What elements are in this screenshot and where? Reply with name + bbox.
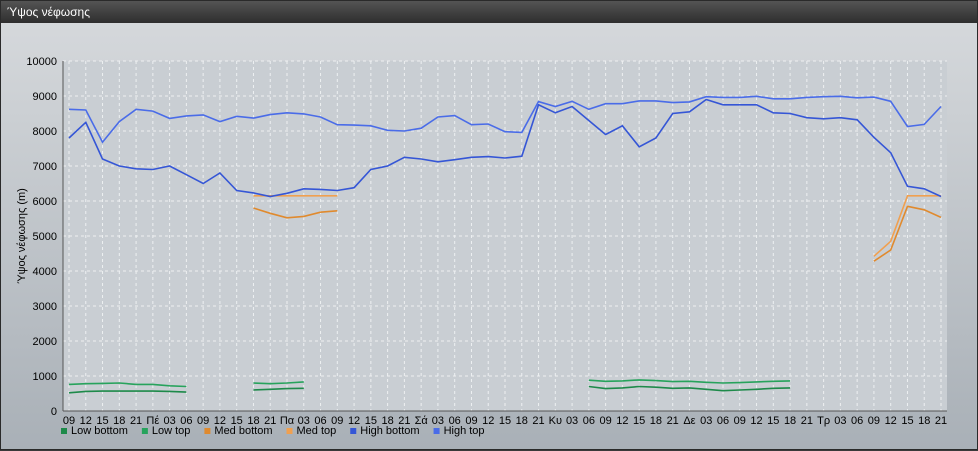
x-tick-label: 12 — [214, 415, 226, 427]
x-tick-label: 21 — [667, 415, 679, 427]
y-tick-label: 1000 — [33, 371, 57, 383]
x-tick-label: 06 — [314, 415, 326, 427]
x-tick-label: 12 — [616, 415, 628, 427]
series-line-low-bottom — [588, 385, 791, 392]
x-tick-label: 15 — [633, 415, 645, 427]
x-tick-label: 09 — [599, 415, 611, 427]
x-tick-label: 15 — [499, 415, 511, 427]
y-tick-label: 7000 — [33, 161, 57, 173]
x-tick-label: 18 — [784, 415, 796, 427]
x-tick-label: 03 — [432, 415, 444, 427]
x-tick-label: 09 — [868, 415, 880, 427]
legend-label: High bottom — [360, 425, 419, 437]
x-tick-label: 15 — [365, 415, 377, 427]
x-tick-label: 09 — [331, 415, 343, 427]
y-tick-label: 10000 — [26, 56, 57, 68]
x-tick-label: 21 — [935, 415, 947, 427]
x-tick-label: 21 — [532, 415, 544, 427]
legend-swatch — [141, 428, 148, 434]
y-axis-label: Ύψος νέφωσης (m) — [16, 188, 28, 284]
x-tick-label: 18 — [918, 415, 930, 427]
x-tick-label: 03 — [566, 415, 578, 427]
x-tick-label: Σά — [415, 415, 429, 427]
series-line-med-bottom — [253, 207, 338, 219]
x-tick-label: 12 — [750, 415, 762, 427]
x-tick-label: 03 — [298, 415, 310, 427]
series-line-high-top — [68, 95, 942, 144]
x-tick-label: 12 — [482, 415, 494, 427]
legend-label: Med top — [297, 425, 337, 437]
x-tick-label: 15 — [231, 415, 243, 427]
x-tick-label: 21 — [264, 415, 276, 427]
x-tick-label: Δε — [683, 415, 695, 427]
x-tick-label: 12 — [348, 415, 360, 427]
series-line-high-bottom — [68, 98, 942, 198]
series-line-med-top — [873, 195, 941, 257]
x-tick-label: 18 — [113, 415, 125, 427]
x-tick-label: 18 — [247, 415, 259, 427]
x-tick-label: Πέ — [146, 415, 159, 427]
x-tick-label: Κυ — [549, 415, 562, 427]
y-tick-label: 5000 — [33, 231, 57, 243]
y-tick-label: 4000 — [33, 266, 57, 278]
x-tick-label: 18 — [650, 415, 662, 427]
x-tick-label: 18 — [516, 415, 528, 427]
x-tick-label: 15 — [767, 415, 779, 427]
legend-label: Low top — [152, 425, 191, 437]
y-tick-label: 3000 — [33, 301, 57, 313]
x-tick-label: 06 — [449, 415, 461, 427]
series-line-low-top — [253, 381, 304, 385]
x-tick-label: 03 — [700, 415, 712, 427]
series-line-med-bottom — [873, 205, 942, 262]
x-tick-label: 06 — [180, 415, 192, 427]
series-line-low-top — [68, 382, 187, 388]
x-tick-label: Πα — [280, 415, 295, 427]
x-tick-label: Τρ — [817, 415, 830, 427]
x-tick-label: 21 — [801, 415, 813, 427]
x-tick-label: 09 — [734, 415, 746, 427]
x-tick-label: 09 — [465, 415, 477, 427]
x-tick-label: 03 — [834, 415, 846, 427]
window-title: Ύψος νέφωσης — [1, 1, 977, 23]
x-tick-label: 21 — [398, 415, 410, 427]
series-line-low-bottom — [253, 387, 304, 391]
y-tick-label: 6000 — [33, 196, 57, 208]
legend-swatch — [433, 428, 440, 434]
x-tick-label: 15 — [96, 415, 108, 427]
x-tick-label: 21 — [130, 415, 142, 427]
x-tick-label: 09 — [63, 415, 75, 427]
x-tick-label: 12 — [80, 415, 92, 427]
legend-swatch — [286, 428, 293, 434]
legend-swatch — [61, 428, 67, 434]
x-tick-label: 03 — [163, 415, 175, 427]
x-tick-label: 18 — [381, 415, 393, 427]
legend-swatch — [204, 428, 211, 434]
x-tick-label: 15 — [901, 415, 913, 427]
legend-label: Med bottom — [214, 425, 272, 437]
x-tick-label: 06 — [717, 415, 729, 427]
y-tick-label: 2000 — [33, 336, 57, 348]
y-tick-label: 8000 — [33, 126, 57, 138]
legend-swatch — [350, 428, 357, 434]
x-tick-label: 06 — [583, 415, 595, 427]
y-tick-label: 0 — [51, 406, 57, 418]
x-tick-label: 06 — [851, 415, 863, 427]
x-tick-label: 09 — [197, 415, 209, 427]
y-tick-label: 9000 — [33, 91, 57, 103]
series-line-low-top — [588, 379, 791, 384]
series-line-low-bottom — [68, 390, 187, 394]
x-tick-label: 12 — [885, 415, 897, 427]
legend-label: Low bottom — [71, 425, 128, 437]
legend-label: High top — [444, 425, 485, 437]
